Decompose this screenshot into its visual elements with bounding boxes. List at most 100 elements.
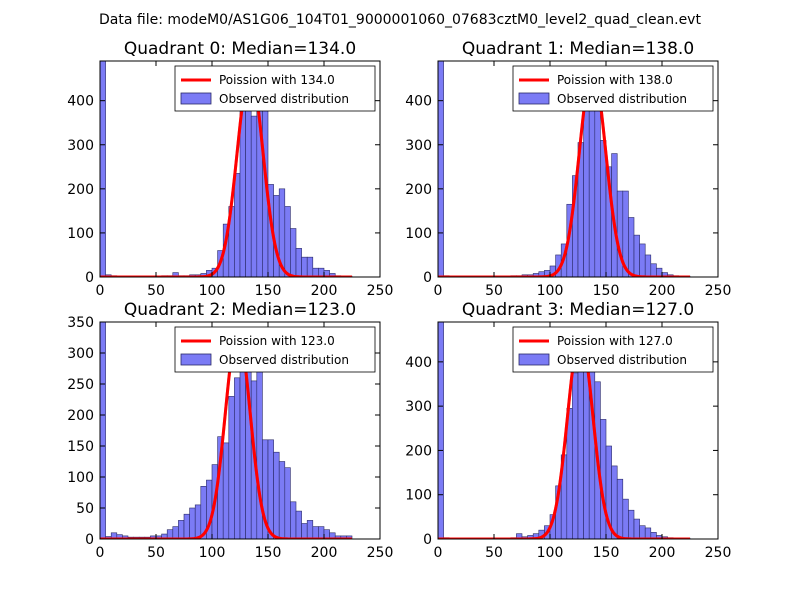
x-tick-label: 150 [255,283,282,299]
y-tick-label: 200 [67,408,94,424]
plot-area [100,61,353,277]
histogram-bar [295,510,302,539]
x-tick-label: 100 [199,545,226,561]
plot-area [100,322,353,539]
x-tick-label: 150 [255,545,282,561]
axes-frame [99,321,381,540]
y-tick-label: 300 [67,138,94,154]
x-tick-label: 0 [96,545,105,561]
histogram-bar [290,501,297,539]
panel-quadrant-1: 0 50 100 150 200 250 0 100 200 300 400 Quadrant 1: … [405,39,731,299]
y-tick-label: 100 [405,226,432,242]
y-tick-label: 0 [85,532,94,548]
legend-label-observed: Observed distribution [219,353,349,367]
histogram-bar [306,256,314,277]
legend-label-poisson: Poission with 138.0 [557,73,673,87]
histogram-bar [633,518,640,539]
y-tick-label: 400 [405,355,432,371]
y-tick-label: 200 [67,182,94,198]
histogram-bar [273,451,280,539]
x-tick-label: 50 [485,545,503,561]
y-tick-label: 0 [85,270,94,286]
x-tick-label: 50 [485,283,503,299]
legend-bar-swatch [518,353,550,366]
histogram-bar [644,527,652,539]
histogram-bar [438,61,444,277]
axes-frame [99,60,381,278]
y-tick-label: 300 [405,138,432,154]
panel-title: Quadrant 1: Median=138.0 [462,39,694,59]
histogram-bar [650,263,657,277]
histogram-bar [278,461,286,539]
x-tick-label: 250 [367,545,394,561]
histogram-bar [228,396,235,539]
y-tick-label: 350 [67,315,94,331]
histogram-bar [183,513,190,539]
histogram-bar [594,98,601,277]
histogram-bar [639,243,646,277]
legend-bar-swatch [518,92,550,105]
histogram-bar [100,322,106,539]
histogram-bar [306,520,314,539]
y-tick-label: 300 [405,399,432,415]
histogram-bar [234,173,241,277]
y-tick-label: 100 [405,488,432,504]
legend-bar-swatch [180,92,212,105]
legend-label-observed: Observed distribution [557,92,687,106]
x-tick-label: 0 [96,283,105,299]
y-tick-label: 0 [423,532,432,548]
histogram-bar [588,82,596,277]
x-tick-label: 0 [434,283,443,299]
x-tick-label: 250 [705,545,732,561]
histogram-bar [600,140,607,277]
panel-title: Quadrant 3: Median=127.0 [462,300,694,320]
histogram-bar [172,526,179,539]
panel-title: Quadrant 0: Median=134.0 [124,39,356,59]
x-tick-label: 150 [593,545,620,561]
x-tick-label: 100 [199,283,226,299]
histogram-bar [628,509,635,539]
histogram-bar [189,507,196,539]
histogram-bar [616,478,624,539]
histogram-bar [346,535,353,539]
y-tick-label: 150 [67,439,94,455]
histogram-bar [572,372,579,539]
x-tick-label: 250 [705,283,732,299]
axes-frame [437,321,719,540]
axes-frame [437,60,719,278]
x-tick-label: 0 [434,545,443,561]
x-tick-label: 150 [593,283,620,299]
plot-area [438,322,691,539]
histogram-bar [639,525,646,539]
histogram-bar [318,526,325,539]
y-tick-label: 100 [67,226,94,242]
histogram-bar [290,228,297,277]
y-tick-label: 200 [405,182,432,198]
histogram-bar [234,377,241,539]
x-tick-label: 200 [311,283,338,299]
histogram-bar [267,439,274,539]
figure-suptitle: Data file: modeM0/AS1G06_104T01_90000010… [99,12,701,28]
histogram-bar [622,498,629,539]
histogram-bar [222,442,230,539]
y-tick-label: 50 [76,501,94,517]
y-tick-label: 100 [67,470,94,486]
histogram-bar [329,273,336,277]
x-tick-label: 200 [311,545,338,561]
histogram-bar [178,520,185,539]
panel-title: Quadrant 2: Median=123.0 [124,300,356,320]
histogram-bar [644,254,652,277]
legend-label-poisson: Poission with 134.0 [219,73,335,87]
histogram-bar [577,348,584,539]
histogram-bar [633,234,640,277]
x-tick-label: 100 [537,545,564,561]
histogram-bar [438,322,444,539]
panel-quadrant-3: 0 50 100 150 200 250 0 100 200 300 400 Quadrant 3: … [405,300,731,561]
y-tick-label: 200 [405,443,432,459]
y-tick-label: 250 [67,377,94,393]
y-tick-label: 400 [67,94,94,110]
histogram-bar [284,206,291,277]
poisson-curve [100,329,353,539]
histogram-bar [628,217,635,277]
histogram-bar [301,256,308,277]
